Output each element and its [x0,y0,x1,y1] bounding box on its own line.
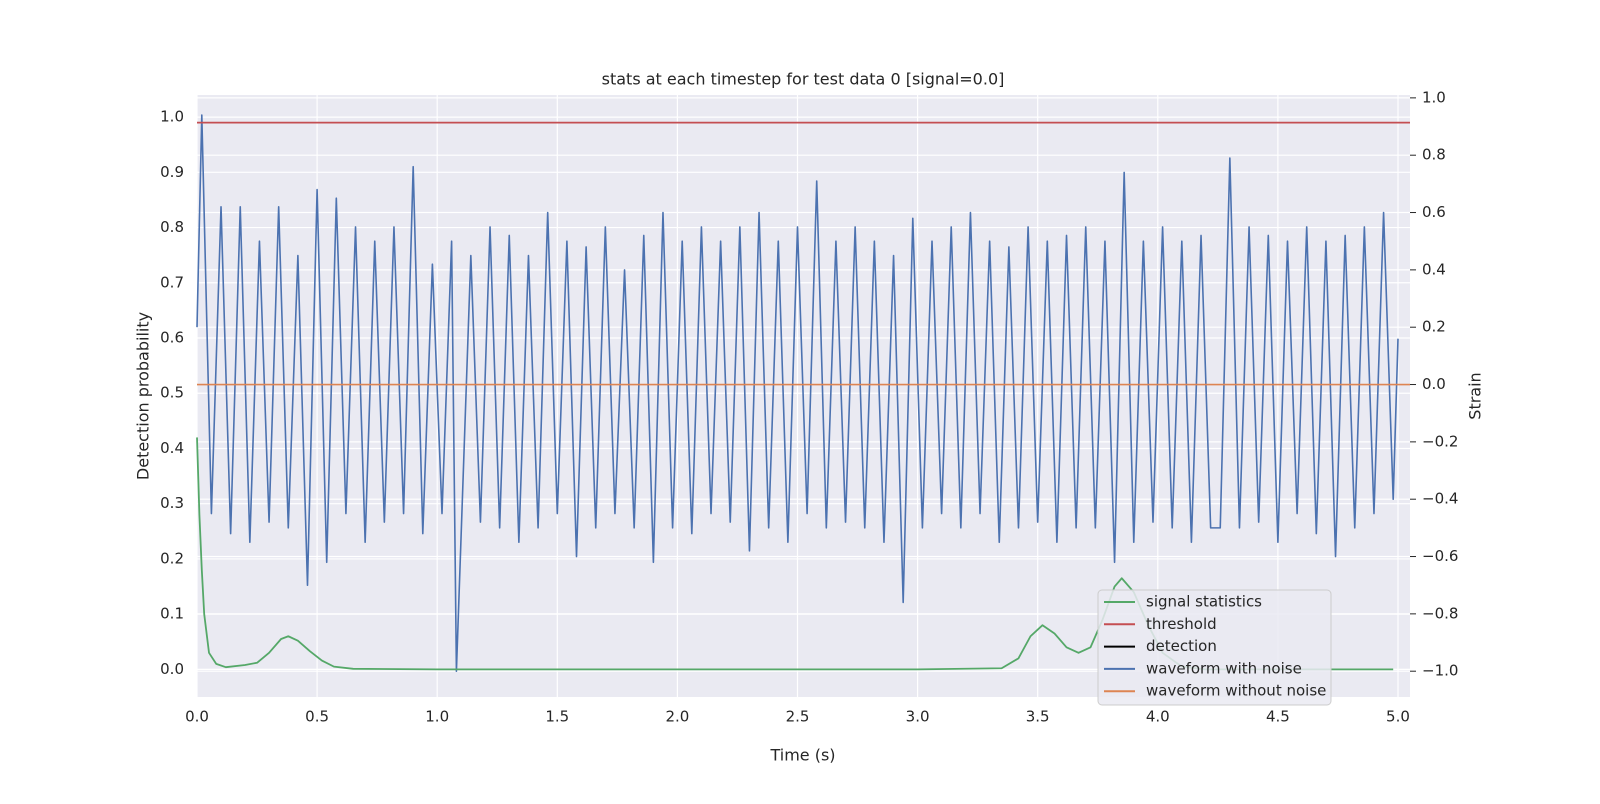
y2-tick-label: −0.4 [1422,490,1458,508]
ticks: 0.0 0.5 1.0 1.5 2.0 2.5 3.0 3.5 4.0 4.5 5.0 0.0 0.1 0… [160,88,1458,725]
series-line [196,437,1394,671]
y2-tick-label: 0.6 [1422,203,1446,221]
chart-title: stats at each timestep for test data 0 [… [602,70,1005,89]
legend-label: waveform with noise [1146,659,1302,677]
x-tick-label: 2.5 [786,708,810,726]
x-tick-label: 5.0 [1386,708,1410,726]
y2-tick-label: 0.2 [1422,318,1446,336]
x-tick-label: 4.5 [1266,708,1290,726]
y-tick-label: 0.8 [160,218,184,236]
y2-tick-label: 1.0 [1422,88,1446,106]
legend-label: detection [1146,637,1217,655]
y2-tick-label: 0.4 [1422,260,1446,278]
y2-tick-label: −0.6 [1422,547,1458,565]
y-axis-label: Detection probability [134,312,153,480]
x-tick-label: 4.0 [1146,708,1170,726]
y-tick-label: 0.0 [160,660,184,678]
x-axis-label: Time (s) [769,746,835,765]
y-tick-label: 0.3 [160,494,184,512]
y-tick-label: 0.4 [160,439,184,457]
legend-label: threshold [1146,615,1217,633]
x-tick-label: 0.5 [305,708,329,726]
y-tick-label: 0.7 [160,273,184,291]
series-line [196,114,1399,672]
y2-tick-label: 0.8 [1422,146,1446,164]
y-tick-label: 0.6 [160,329,184,347]
y-tick-label: 0.1 [160,605,184,623]
y2-tick-label: −1.0 [1422,662,1458,680]
y-tick-label: 1.0 [160,108,184,126]
legend-label: signal statistics [1146,593,1262,611]
series-lines [196,114,1410,672]
y-tick-label: 0.5 [160,384,184,402]
legend: signal statistics threshold detection wavef… [1097,589,1332,706]
x-tick-label: 2.0 [665,708,689,726]
x-tick-label: 3.0 [906,708,930,726]
y-tick-label: 0.2 [160,549,184,567]
x-tick-label: 0.0 [185,708,209,726]
y2-tick-label: 0.0 [1422,375,1446,393]
y-tick-label: 0.9 [160,163,184,181]
legend-box [1097,589,1332,706]
y2-axis-label: Strain [1466,372,1485,419]
y2-tick-label: −0.8 [1422,604,1458,622]
x-tick-label: 1.5 [545,708,569,726]
legend-label: waveform without noise [1146,682,1326,700]
x-tick-label: 1.0 [425,708,449,726]
x-tick-label: 3.5 [1026,708,1050,726]
y2-tick-label: −0.2 [1422,432,1458,450]
